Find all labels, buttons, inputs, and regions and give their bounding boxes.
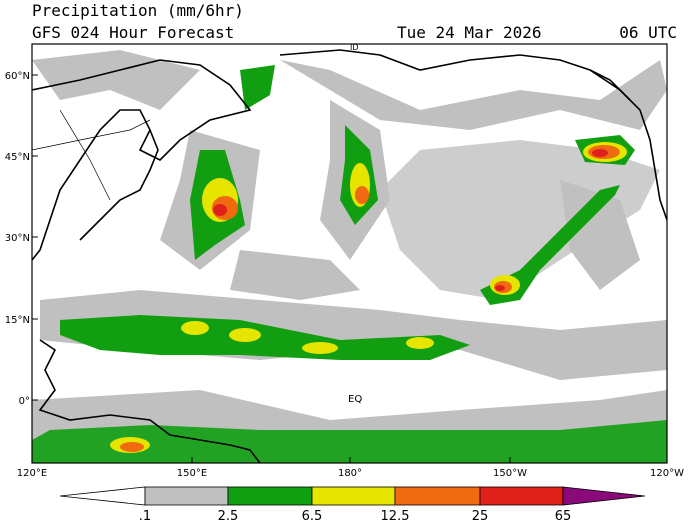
colorbar-label: 65 (555, 509, 572, 524)
lon-label: 150°E (177, 468, 207, 479)
lat-label: 45°N (5, 152, 30, 163)
lon-label: 180° (338, 468, 362, 479)
lat-label: 0° (19, 396, 30, 407)
colorbar (59, 486, 646, 506)
colorbar-label: .1 (139, 509, 151, 524)
axis-labels: 60°N 45°N 30°N 15°N 0° 120°E 150°E 180° 150°W 120… (5, 71, 684, 479)
lon-label: 150°W (493, 468, 527, 479)
colorbar-label: 12.5 (381, 509, 410, 524)
precip-field (32, 50, 667, 463)
coastlines (32, 49, 667, 463)
lat-label: 60°N (5, 71, 30, 82)
colorbar-label: 2.5 (218, 509, 239, 524)
time: 06 UTC (619, 23, 677, 42)
subtitle: GFS 024 Hour Forecast (32, 23, 234, 42)
borders (32, 109, 151, 201)
colorbar-label: 25 (472, 509, 489, 524)
axis-ticks (31, 74, 668, 463)
date: Tue 24 Mar 2026 (397, 23, 542, 42)
annotation: ID (350, 43, 359, 52)
colorbar-label: 6.5 (302, 509, 323, 524)
lon-label: 120°E (17, 468, 47, 479)
lon-label: 120°W (650, 468, 684, 479)
lat-label: 15°N (5, 315, 30, 326)
annotation: EQ (348, 394, 362, 405)
title: Precipitation (mm/6hr) (32, 1, 244, 20)
lat-label: 30°N (5, 233, 30, 244)
colorbar-labels: .1 2.5 6.5 12.5 25 65 (139, 509, 571, 524)
